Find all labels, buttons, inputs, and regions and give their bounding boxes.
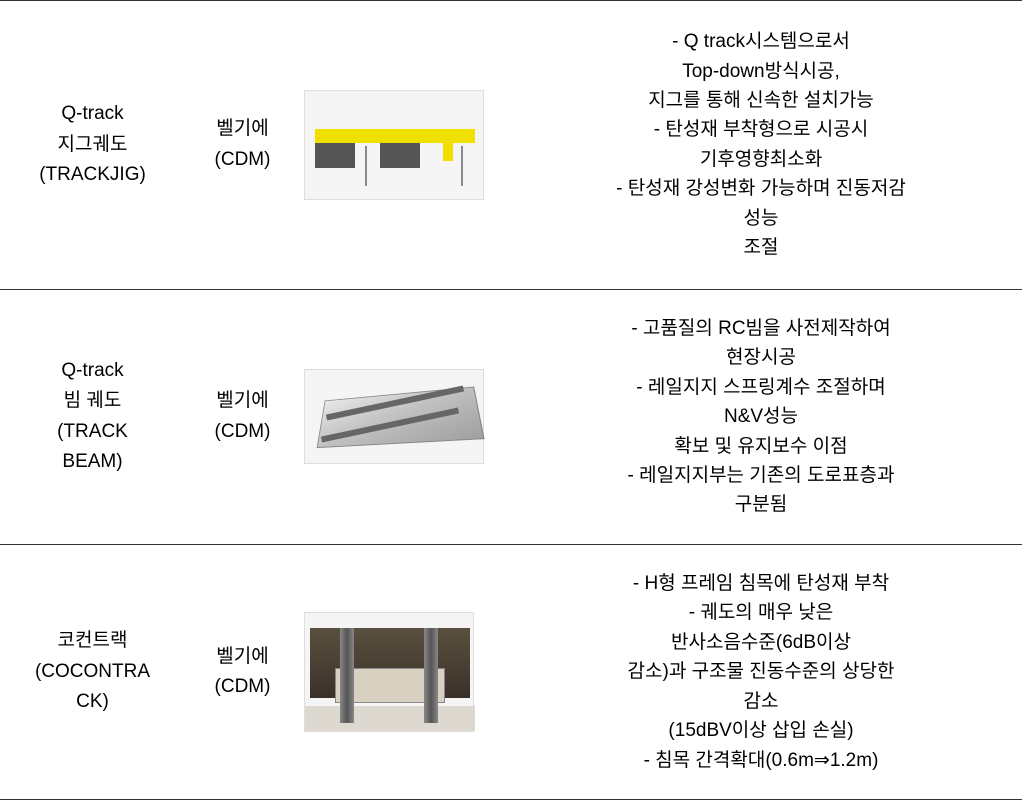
desc-line: - 레일지지부는 기존의 도로표층과 — [504, 461, 1018, 490]
cell-origin: 벨기에 (CDM) — [185, 1, 300, 290]
trackbeam-image — [304, 369, 484, 464]
desc-line: 감소 — [504, 687, 1018, 716]
desc-line: 기후영향최소화 — [504, 145, 1018, 174]
desc-line: (15dBV이상 삽입 손실) — [504, 716, 1018, 745]
trackjig-image — [304, 90, 484, 200]
desc-line: - H형 프레임 침목에 탄성재 부착 — [504, 569, 1018, 598]
origin-line: (CDM) — [189, 145, 296, 175]
desc-line: 조절 — [504, 233, 1018, 262]
desc-line: Top-down방식시공, — [504, 57, 1018, 86]
cell-name: Q-track 빔 궤도 (TRACK BEAM) — [0, 289, 185, 544]
name-line: (COCONTRA — [4, 657, 181, 687]
desc-line: - 탄성재 강성변화 가능하며 진동저감 — [504, 174, 1018, 203]
desc-line: - 탄성재 부착형으로 시공시 — [504, 115, 1018, 144]
desc-line: - 궤도의 매우 낮은 — [504, 598, 1018, 627]
cell-origin: 벨기에 (CDM) — [185, 289, 300, 544]
desc-line: - Q track시스템으로서 — [504, 27, 1018, 56]
table-body: Q-track 지그궤도 (TRACKJIG) 벨기에 (CDM) — [0, 1, 1022, 800]
desc-line: 현장시공 — [504, 343, 1018, 372]
origin-line: 벨기에 — [189, 642, 296, 672]
cell-name: Q-track 지그궤도 (TRACKJIG) — [0, 1, 185, 290]
name-line: 코컨트랙 — [4, 626, 181, 656]
name-line: 빔 궤도 — [4, 386, 181, 416]
name-line: 지그궤도 — [4, 130, 181, 160]
origin-line: 벨기에 — [189, 386, 296, 416]
cell-image — [300, 544, 500, 799]
desc-line: - 레일지지 스프링계수 조절하며 — [504, 373, 1018, 402]
table-row: Q-track 지그궤도 (TRACKJIG) 벨기에 (CDM) — [0, 1, 1022, 290]
name-line: (TRACK — [4, 417, 181, 447]
desc-line: 감소)과 구조물 진동수준의 상당한 — [504, 657, 1018, 686]
desc-line: 지그를 통해 신속한 설치가능 — [504, 86, 1018, 115]
name-line: BEAM) — [4, 447, 181, 477]
cocontrack-image — [304, 612, 474, 732]
cell-description: - 고품질의 RC빔을 사전제작하여 현장시공 - 레일지지 스프링계수 조절하… — [500, 289, 1022, 544]
cell-origin: 벨기에 (CDM) — [185, 544, 300, 799]
track-systems-table: Q-track 지그궤도 (TRACKJIG) 벨기에 (CDM) — [0, 0, 1022, 800]
name-line: Q-track — [4, 356, 181, 386]
desc-line: 구분됨 — [504, 490, 1018, 519]
table-row: 코컨트랙 (COCONTRA CK) 벨기에 (CDM) - H형 프레임 침목… — [0, 544, 1022, 799]
table-row: Q-track 빔 궤도 (TRACK BEAM) 벨기에 (CDM) - 고품… — [0, 289, 1022, 544]
origin-line: (CDM) — [189, 672, 296, 702]
cell-description: - H형 프레임 침목에 탄성재 부착 - 궤도의 매우 낮은 반사소음수준(6… — [500, 544, 1022, 799]
name-line: (TRACKJIG) — [4, 160, 181, 190]
cell-name: 코컨트랙 (COCONTRA CK) — [0, 544, 185, 799]
name-line: CK) — [4, 687, 181, 717]
desc-line: N&V성능 — [504, 402, 1018, 431]
origin-line: 벨기에 — [189, 114, 296, 144]
cell-image — [300, 1, 500, 290]
origin-line: (CDM) — [189, 417, 296, 447]
desc-line: - 고품질의 RC빔을 사전제작하여 — [504, 314, 1018, 343]
cell-image — [300, 289, 500, 544]
desc-line: - 침목 간격확대(0.6m⇒1.2m) — [504, 746, 1018, 775]
desc-line: 반사소음수준(6dB이상 — [504, 628, 1018, 657]
desc-line: 확보 및 유지보수 이점 — [504, 432, 1018, 461]
name-line: Q-track — [4, 99, 181, 129]
cell-description: - Q track시스템으로서 Top-down방식시공, 지그를 통해 신속한… — [500, 1, 1022, 290]
desc-line: 성능 — [504, 204, 1018, 233]
